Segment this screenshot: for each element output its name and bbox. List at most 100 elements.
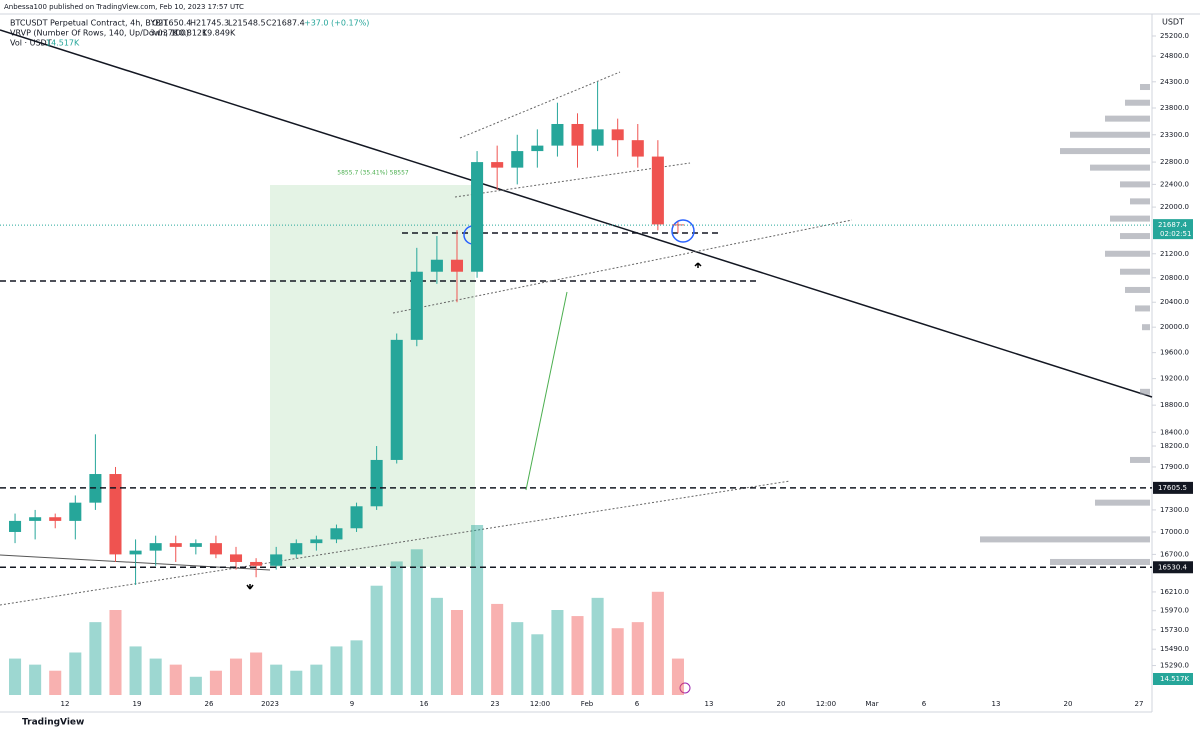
y-tick-label: 17000.0 [1160, 528, 1189, 536]
x-tick-label: 13 [705, 700, 714, 708]
volume-bar [69, 652, 82, 695]
y-tick-label: 20400.0 [1160, 298, 1189, 306]
candle-body [69, 502, 82, 521]
indicator-label: Vol · USDT [10, 39, 52, 48]
x-tick-label: 20 [777, 700, 786, 708]
candle-body [430, 259, 443, 272]
volume-bar [189, 676, 202, 695]
volume-bar [89, 622, 102, 695]
volume-bar [330, 646, 343, 695]
profile-bar [1050, 558, 1150, 565]
y-tick-label: 20000.0 [1160, 323, 1189, 331]
channel-line [459, 71, 621, 139]
publisher: Anbessa100 published on TradingView.com,… [4, 3, 244, 11]
profile-bar [1140, 388, 1150, 395]
y-tick-label: 21200.0 [1160, 250, 1189, 258]
y-tick-label: 15730.0 [1160, 626, 1189, 634]
volume-bar [9, 658, 22, 695]
candle-body [571, 123, 584, 146]
x-tick-label: 16 [420, 700, 429, 708]
volume-tag [1153, 673, 1193, 685]
x-tick-label: 12:00 [530, 700, 550, 708]
indicator-value: 14.517K [46, 39, 80, 48]
y-tick-label: 15290.0 [1160, 662, 1189, 670]
profile-bar [1120, 268, 1150, 275]
candle-body [250, 561, 263, 566]
volume-bar [390, 561, 403, 695]
price-tag [1153, 481, 1193, 494]
candle-body [450, 259, 464, 272]
x-tick-label: 2023 [261, 700, 279, 708]
volume-bar [270, 664, 283, 695]
indicator-value: 3.037K [150, 29, 179, 38]
volume-bar [591, 597, 604, 695]
candle-body [611, 129, 624, 141]
ohlc-value: L21548.5 [228, 19, 266, 28]
event-icon [679, 682, 691, 694]
arrow-icon [694, 262, 702, 268]
price-tag [1153, 219, 1193, 240]
ohlc-value: +37.0 (+0.17%) [304, 19, 369, 28]
volume-tag-label: 14.517K [1160, 675, 1189, 683]
volume-bar [531, 634, 544, 695]
y-tick-label: 15970.0 [1160, 607, 1189, 615]
x-tick-label: 12:00 [816, 700, 836, 708]
volume-bar [49, 670, 62, 695]
x-tick-label: Mar [865, 700, 878, 708]
volume-bar [631, 622, 644, 695]
candle-body [410, 271, 423, 340]
candle-body [29, 517, 42, 521]
y-tick-label: 18200.0 [1160, 442, 1189, 450]
price-tag-label: 16530.4 [1158, 563, 1187, 571]
price-tag [1153, 561, 1193, 574]
profile-bar [1130, 456, 1150, 463]
x-tick-label: 6 [922, 700, 927, 708]
candle-body [631, 140, 644, 157]
y-tick-label: 15490.0 [1160, 645, 1189, 653]
candle-body [229, 554, 243, 562]
candle-body [671, 224, 684, 226]
brand: TradingView [22, 718, 84, 728]
price-tag-label: 17605.5 [1158, 484, 1187, 492]
profile-bar [1060, 148, 1150, 155]
candle-body [49, 517, 62, 521]
y-tick-label: 20800.0 [1160, 274, 1189, 282]
volume-bar [250, 652, 263, 695]
y-tick-label: 22000.0 [1160, 203, 1189, 211]
x-tick-label: 20 [1064, 700, 1073, 708]
channel-line [454, 162, 691, 198]
indicator-value: 10.812K [174, 29, 208, 38]
volume-bar [149, 658, 162, 695]
y-tick-label: 25200.0 [1160, 32, 1189, 40]
profile-bar [1070, 131, 1150, 138]
y-tick-label: 17900.0 [1160, 463, 1189, 471]
y-tick-label: 24800.0 [1160, 52, 1189, 60]
profile-bar [1095, 499, 1150, 506]
candle-body [149, 543, 162, 551]
candle-body [209, 543, 222, 555]
ohlc-value: H21745.3 [190, 19, 229, 28]
x-tick-label: Feb [581, 700, 594, 708]
ohlc-value: C21687.4 [266, 19, 305, 28]
candle-body [330, 528, 343, 540]
x-tick-label: 26 [205, 700, 214, 708]
profile-bar [1120, 181, 1150, 188]
candle-body [491, 162, 504, 168]
volume-bar [169, 664, 182, 695]
profile-bar [980, 536, 1150, 543]
currency: USDT [1162, 18, 1184, 27]
y-tick-label: 17300.0 [1160, 506, 1189, 514]
price-tag-label: 21687.4 [1158, 221, 1187, 229]
y-tick-label: 19600.0 [1160, 349, 1189, 357]
trend-line [0, 29, 1153, 398]
range-box [270, 185, 475, 567]
y-tick-label: 23300.0 [1160, 131, 1189, 139]
candle-body [189, 543, 202, 547]
range-label: 5855.7 (35.41%) 58557 [337, 170, 409, 177]
profile-bar [1125, 286, 1150, 293]
profile-bar [1125, 99, 1150, 106]
candle-body [9, 520, 22, 532]
volume-bar [310, 664, 323, 695]
x-tick-label: 19 [133, 700, 142, 708]
